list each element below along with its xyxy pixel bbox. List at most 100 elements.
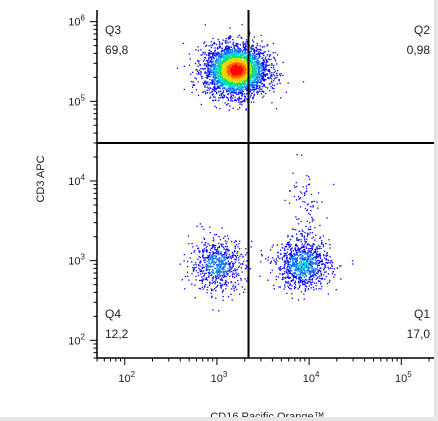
event-dot-2344 <box>285 91 287 93</box>
event-dot-3205 <box>196 247 199 250</box>
event-dot-3845 <box>224 275 226 277</box>
event-dot-4557 <box>300 275 302 278</box>
event-dot-4279 <box>320 282 322 284</box>
event-dot-2232 <box>208 53 210 55</box>
event-dot-4843 <box>305 246 307 248</box>
event-dot-3551 <box>243 291 245 293</box>
event-dot-743 <box>268 54 271 56</box>
event-dot-3560 <box>239 240 241 242</box>
event-dot-466 <box>259 61 261 63</box>
event-dot-4867 <box>300 241 302 243</box>
event-dot-3689 <box>220 286 222 288</box>
event-dot-1439 <box>214 87 216 89</box>
event-dot-2363 <box>231 92 233 94</box>
event-dot-1539 <box>212 63 214 65</box>
event-dot-2956 <box>233 82 236 84</box>
event-dot-4388 <box>299 273 302 275</box>
event-dot-1958 <box>214 85 216 88</box>
event-dot-4228 <box>293 263 296 265</box>
event-dot-66 <box>239 92 242 95</box>
event-dot-1570 <box>242 45 244 47</box>
event-dot-1749 <box>225 63 227 65</box>
event-dot-3548 <box>212 309 214 311</box>
event-dot-3377 <box>208 284 211 286</box>
event-dot-2801 <box>238 93 240 95</box>
event-dot-2106 <box>213 57 215 59</box>
event-dot-577 <box>261 40 263 42</box>
event-dot-4188 <box>319 254 321 257</box>
event-dot-2265 <box>253 70 255 72</box>
event-dot-1533 <box>230 99 232 101</box>
event-dot-312 <box>262 65 264 67</box>
event-dot-770 <box>237 99 240 101</box>
event-dot-4828 <box>299 248 302 250</box>
event-dot-3243 <box>184 275 187 278</box>
event-dot-2946 <box>219 59 221 61</box>
event-dot-2127 <box>225 38 227 40</box>
event-dot-4756 <box>295 182 297 184</box>
event-dot-2630 <box>222 60 224 62</box>
event-dot-1543 <box>225 42 227 44</box>
event-dot-2343 <box>212 99 214 101</box>
event-dot-2281 <box>229 69 231 72</box>
event-dot-2429 <box>214 66 217 68</box>
event-dot-3717 <box>246 252 248 254</box>
event-dot-3342 <box>189 257 191 259</box>
event-dot-4634 <box>316 264 318 266</box>
event-dot-2391 <box>221 63 223 65</box>
event-dot-3083 <box>227 90 229 92</box>
event-dot-2655 <box>205 77 208 79</box>
event-dot-4458 <box>308 256 310 258</box>
event-dot-3412 <box>230 258 232 260</box>
event-dot-4362 <box>285 271 288 273</box>
event-dot-1372 <box>274 77 276 79</box>
event-dot-1339 <box>204 90 206 92</box>
event-dot-4526 <box>303 246 305 249</box>
event-dot-1401 <box>268 77 270 80</box>
event-dot-2963 <box>257 73 259 75</box>
event-dot-3783 <box>214 234 216 236</box>
event-dot-3936 <box>312 286 315 289</box>
event-dot-4572 <box>312 262 314 264</box>
event-dot-1759 <box>241 84 243 86</box>
event-dot-3895 <box>276 260 278 262</box>
event-dot-4863 <box>294 186 296 189</box>
event-dot-2685 <box>240 100 242 103</box>
event-dot-4646 <box>304 283 306 285</box>
event-dot-3246 <box>204 259 207 261</box>
event-dot-4630 <box>309 250 311 253</box>
event-dot-4589 <box>287 260 289 263</box>
event-dot-3898 <box>271 257 274 259</box>
event-dot-1688 <box>226 50 228 53</box>
event-dot-4779 <box>297 223 300 225</box>
event-dot-567 <box>244 53 246 56</box>
event-dot-2532 <box>234 74 236 76</box>
event-dot-4148 <box>286 257 288 260</box>
event-dot-360 <box>214 52 216 54</box>
event-dot-2687 <box>214 73 216 76</box>
event-dot-3184 <box>232 64 234 66</box>
event-dot-3589 <box>211 256 214 258</box>
event-dot-4114 <box>304 240 306 242</box>
event-dot-3347 <box>222 243 224 245</box>
event-dot-143 <box>216 58 218 60</box>
event-dot-1434 <box>224 73 226 76</box>
event-dot-3237 <box>224 266 226 268</box>
event-dot-2975 <box>216 71 218 73</box>
event-dot-453 <box>260 52 262 54</box>
event-dot-3781 <box>218 277 220 279</box>
event-dot-2403 <box>210 44 212 47</box>
event-dot-2972 <box>231 90 233 92</box>
event-dot-1283 <box>268 83 271 85</box>
event-dot-3355 <box>212 289 214 291</box>
event-dot-848 <box>265 62 267 64</box>
event-dot-3320 <box>199 265 201 267</box>
event-dot-4360 <box>302 279 304 281</box>
event-dot-1193 <box>217 80 219 82</box>
event-dot-2805 <box>236 71 238 73</box>
quadrant-value-q4: 12,2 <box>105 327 129 341</box>
event-dot-2086 <box>215 88 217 91</box>
event-dot-1034 <box>228 61 230 63</box>
event-dot-514 <box>263 67 265 69</box>
event-dot-4842 <box>295 261 297 263</box>
